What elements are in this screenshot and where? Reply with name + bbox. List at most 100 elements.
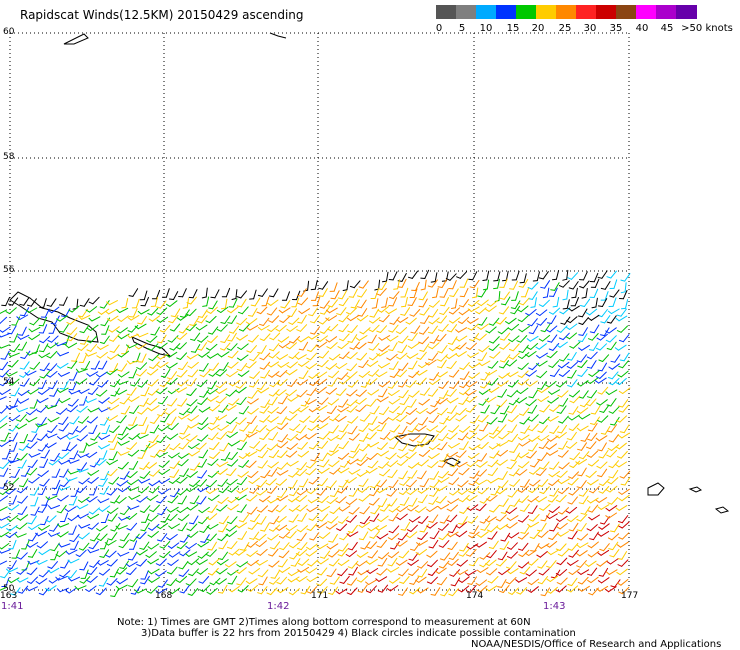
wind-barb	[380, 442, 388, 450]
wind-barb	[531, 291, 538, 300]
wind-barb	[450, 360, 457, 369]
wind-barb-flag	[0, 392, 3, 395]
wind-barb	[250, 559, 259, 567]
wind-barb	[512, 397, 520, 406]
wind-barb-flag	[178, 567, 184, 570]
wind-barb	[20, 334, 30, 340]
wind-barb-flag	[388, 410, 394, 414]
wind-barb-flag	[245, 365, 250, 369]
wind-barb-flag	[555, 518, 561, 522]
wind-barb-flag	[377, 309, 382, 313]
wind-barb-flag	[176, 357, 181, 360]
wind-barb-flag	[267, 410, 272, 414]
wind-barb-flag	[120, 412, 126, 415]
wind-barb-flag	[220, 348, 225, 351]
wind-barb-flag	[186, 384, 192, 387]
wind-barb	[0, 586, 8, 591]
wind-barb	[209, 353, 219, 359]
wind-barb-flag	[247, 527, 253, 530]
wind-barb-flag	[186, 474, 191, 478]
wind-barb	[550, 586, 558, 594]
wind-barb-flag	[437, 359, 442, 362]
wind-barb	[463, 287, 469, 298]
wind-barb-flag	[276, 497, 281, 502]
wind-barb-flag	[307, 499, 312, 504]
wind-barb	[349, 371, 358, 379]
wind-barb-flag	[498, 375, 503, 379]
wind-barb-flag	[287, 578, 292, 583]
wind-barb	[534, 543, 540, 552]
wind-barb	[121, 371, 130, 378]
wind-barb	[301, 314, 307, 324]
wind-barb-flag	[379, 509, 385, 512]
wind-barb	[542, 568, 550, 576]
wind-barb-flag	[206, 355, 211, 359]
wind-barb-flag	[437, 366, 442, 369]
wind-barb-flag	[587, 545, 592, 549]
wind-barb	[561, 390, 569, 398]
wind-barb-flag	[346, 533, 351, 537]
wind-barb-flag	[17, 336, 22, 340]
wind-barb-flag	[378, 337, 383, 341]
wind-barb-flag	[597, 533, 602, 537]
wind-barb	[289, 450, 298, 458]
wind-barb	[230, 541, 238, 550]
wind-barb	[458, 351, 467, 357]
wind-barb	[392, 324, 399, 333]
wind-barb	[510, 389, 518, 398]
wind-barb	[183, 585, 190, 594]
wind-barb	[480, 323, 489, 330]
wind-barb-flag	[187, 411, 192, 414]
wind-barb-flag	[525, 573, 530, 577]
wind-barb	[604, 291, 609, 301]
wind-barb-flag	[259, 437, 264, 440]
wind-barb	[161, 478, 170, 484]
wind-barb-flag	[318, 508, 323, 512]
wind-barb-flag	[510, 504, 515, 507]
wind-barb	[70, 570, 77, 579]
wind-barb-flag	[338, 521, 343, 524]
wind-barb	[230, 306, 239, 314]
wind-barb	[501, 327, 509, 335]
wind-barb	[530, 343, 539, 350]
wind-barb-flag	[448, 557, 454, 560]
wind-barb-flag	[227, 499, 232, 504]
wind-barb-flag	[85, 454, 90, 458]
wind-barb-flag	[107, 538, 113, 541]
wind-barb	[69, 434, 79, 440]
wind-barb-flag	[57, 523, 61, 528]
wind-barb-flag	[546, 329, 551, 333]
wind-barb-flag	[405, 321, 410, 325]
wind-barb	[239, 317, 248, 326]
wind-barb	[301, 558, 310, 566]
wind-barb-flag	[428, 546, 434, 549]
wind-barb	[308, 363, 318, 370]
wind-barb	[492, 351, 501, 359]
wind-barb-flag	[449, 492, 454, 496]
wind-barb	[411, 332, 418, 341]
wind-barb	[478, 307, 487, 315]
wind-barb	[252, 371, 260, 379]
wind-barb	[52, 380, 58, 390]
wind-barb	[543, 486, 550, 494]
wind-barb-flag	[608, 411, 614, 414]
wind-barb	[352, 488, 359, 497]
wind-barb-flag	[597, 420, 602, 423]
wind-barb	[502, 342, 511, 350]
wind-barb	[392, 414, 401, 421]
longitude-label: 163	[0, 591, 18, 601]
wind-barb-flag	[337, 573, 342, 577]
wind-barb-flag	[25, 587, 30, 592]
wind-barb	[251, 477, 260, 484]
wind-barb-flag	[106, 563, 112, 567]
wind-barb-flag	[85, 442, 90, 447]
wind-barb	[612, 469, 619, 479]
wind-barb	[169, 362, 178, 369]
wind-barb-flag	[267, 509, 273, 513]
wind-barb-flag	[355, 394, 361, 397]
wind-barb-flag	[578, 396, 584, 399]
wind-barb-flag	[417, 490, 422, 494]
wind-barb	[610, 315, 617, 324]
wind-barb-flag	[606, 348, 612, 351]
wind-barb-flag	[518, 548, 523, 551]
